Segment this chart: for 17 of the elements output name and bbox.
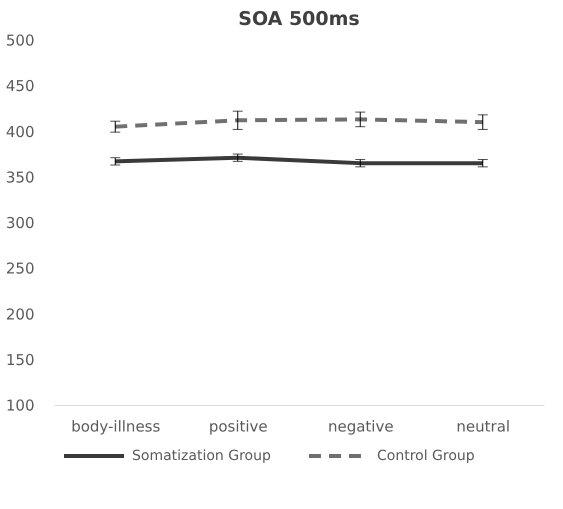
x-tick-label: positive — [208, 418, 268, 436]
chart-title: SOA 500ms — [238, 8, 360, 30]
y-tick-label: 500 — [6, 32, 34, 50]
y-tick-label: 200 — [6, 305, 34, 324]
line-series — [113, 117, 485, 129]
y-tick-label: 350 — [6, 168, 34, 186]
y-tick-label: 250 — [6, 260, 34, 278]
y-tick-label: 150 — [6, 350, 34, 369]
legend-label: Somatization Group — [132, 448, 271, 464]
y-tick-label: 450 — [6, 77, 34, 96]
y-tick-label: 100 — [6, 396, 34, 414]
x-tick-label: neutral — [456, 418, 510, 436]
legend-label: Control Group — [377, 448, 475, 464]
x-tick-label: negative — [328, 418, 394, 436]
y-tick-label: 300 — [6, 214, 34, 232]
y-tick-label: 400 — [6, 122, 34, 141]
x-tick-label: body-illness — [71, 418, 160, 436]
